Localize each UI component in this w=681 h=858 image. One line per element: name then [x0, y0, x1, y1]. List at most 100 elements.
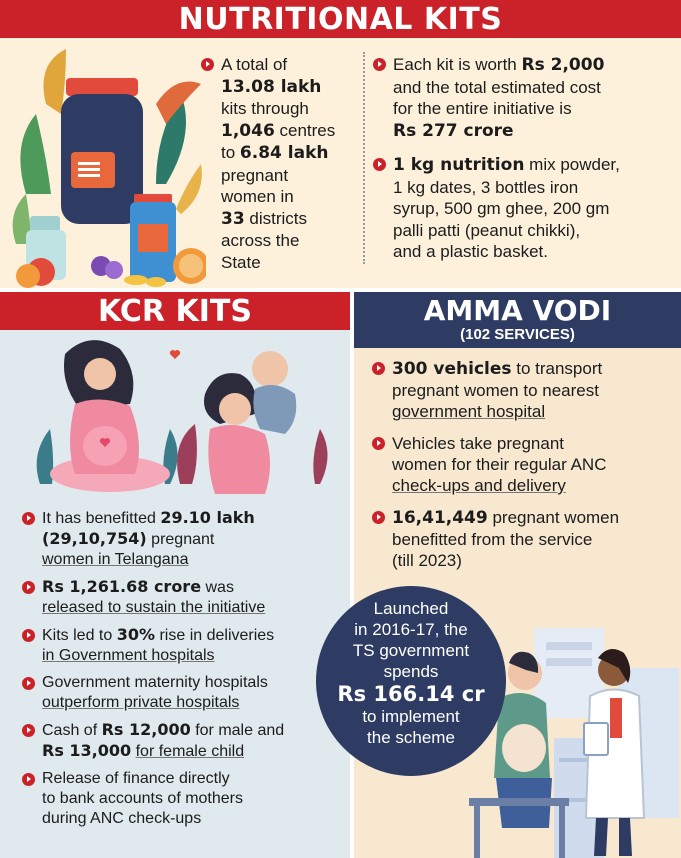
kit-worth: Rs 2,000 [521, 55, 605, 75]
text: Government maternity hospitals [42, 674, 268, 691]
bullet-arrow-icon [22, 581, 35, 594]
text: syrup, 500 gm ghee, 200 gm [393, 199, 610, 218]
female-cash: Rs 13,000 [42, 741, 132, 760]
list-item: Each kit is worth Rs 2,000 and the total… [373, 54, 673, 142]
total-cost: Rs 277 crore [393, 120, 514, 141]
text: pregnant [221, 165, 289, 185]
text: centres [279, 120, 336, 140]
text: Release of finance directly [42, 770, 230, 787]
text: outperform private hospitals [42, 694, 240, 711]
nutrition-products-illustration [12, 49, 206, 288]
text: for female child [135, 743, 245, 760]
bullet-arrow-icon [201, 58, 214, 71]
bullet-arrow-icon [22, 677, 35, 690]
text: palli patti (peanut chikki), [393, 220, 581, 240]
text: benefitted from the service [392, 530, 593, 549]
bullet-arrow-icon [372, 511, 385, 524]
text: women for their regular ANC [392, 455, 607, 474]
kcr-kits-list: It has benefitted 29.10 lakh (29,10,754)… [22, 508, 344, 836]
text: TS government [352, 641, 470, 660]
amma-vodi-title: AMMA VODI [423, 294, 612, 327]
districts-count: 33 [221, 208, 245, 229]
bullet-arrow-icon [22, 512, 35, 525]
launch-info-circle: Launched in 2016-17, the TS government s… [316, 586, 506, 776]
centres-count: 1,046 [221, 120, 275, 141]
text: to bank accounts of mothers [42, 790, 243, 807]
nutritional-kits-title: NUTRITIONAL KITS [178, 1, 503, 37]
text: to implement [362, 707, 460, 726]
women-benefitted: 16,41,449 [392, 508, 488, 528]
text: pregnant [151, 531, 215, 548]
nutrition-cost-column: Each kit is worth Rs 2,000 and the total… [373, 54, 673, 263]
amount-released: Rs 1,261.68 crore [42, 577, 202, 596]
text: Launched [373, 599, 449, 618]
text: rise in deliveries [159, 627, 275, 644]
text: Kits led to [42, 627, 113, 644]
bullet-arrow-icon [373, 158, 386, 171]
kits-count: 13.08 lakh [221, 76, 322, 97]
bullet-arrow-icon [373, 58, 386, 71]
list-item: Release of finance directly to bank acco… [22, 769, 344, 829]
text: in 2016-17, the [354, 620, 468, 639]
amma-vodi-banner: AMMA VODI (102 SERVICES) [354, 292, 681, 348]
list-item: A total of 13.08 lakh kits through 1,046… [201, 54, 361, 273]
text: spends [383, 662, 439, 681]
text: State [221, 252, 261, 272]
list-item: 300 vehicles to transport pregnant women… [372, 358, 677, 422]
text: and a plastic basket. [393, 242, 548, 261]
text: women in [221, 187, 294, 206]
text: and the total estimated cost [393, 77, 601, 97]
text: Vehicles take pregnant [392, 434, 565, 453]
amma-vodi-list: 300 vehicles to transport pregnant women… [372, 358, 677, 582]
text: check-ups and delivery [392, 476, 566, 495]
text: districts [249, 208, 308, 228]
nutrition-mix: 1 kg nutrition [393, 155, 525, 175]
text: women in Telangana [42, 551, 189, 568]
text: Each kit is worth [393, 55, 517, 74]
text: kits through [221, 99, 309, 118]
column-divider [363, 52, 365, 264]
text: for male and [195, 722, 285, 739]
list-item: 16,41,449 pregnant women benefitted from… [372, 507, 677, 571]
bullet-arrow-icon [22, 724, 35, 737]
list-item: Rs 1,261.68 crore was released to sustai… [22, 577, 344, 618]
text: the scheme [367, 728, 455, 747]
text: pregnant women to nearest [392, 381, 599, 400]
text: was [205, 579, 234, 596]
list-item: Kits led to 30% rise in deliveries in Go… [22, 625, 344, 666]
bullet-arrow-icon [372, 362, 385, 375]
text: in Government hospitals [42, 647, 215, 664]
beneficiaries-lakh: 29.10 lakh [160, 508, 255, 527]
text: across the [221, 231, 300, 250]
text: to transport [516, 359, 603, 378]
text: 1 kg dates, 3 bottles iron [393, 177, 579, 197]
list-item: It has benefitted 29.10 lakh (29,10,754)… [22, 508, 344, 570]
text: released to sustain the initiative [42, 599, 266, 616]
bullet-arrow-icon [372, 437, 385, 450]
text: during ANC check-ups [42, 810, 202, 827]
delivery-rise: 30% [116, 625, 156, 644]
kcr-kits-banner: KCR KITS [0, 292, 350, 330]
bullet-arrow-icon [22, 773, 35, 786]
kcr-kits-title: KCR KITS [98, 293, 252, 329]
vehicle-count: 300 vehicles [392, 359, 512, 379]
nutritional-kits-banner: NUTRITIONAL KITS [0, 0, 681, 38]
women-count: 6.84 lakh [239, 143, 329, 163]
nutrition-stats-bullet: A total of 13.08 lakh kits through 1,046… [201, 54, 361, 273]
list-item: Vehicles take pregnant women for their r… [372, 433, 677, 496]
amma-vodi-subtitle: (102 SERVICES) [460, 326, 575, 343]
beneficiaries-exact: (29,10,754) [42, 529, 147, 548]
text: It has benefitted [42, 510, 156, 527]
text: mix powder, [529, 155, 620, 174]
text: to [221, 143, 236, 162]
text: pregnant women [492, 508, 620, 527]
text: government hospital [392, 402, 546, 421]
kcr-kits-section: KCR KITS It has benefitted 29.1 [0, 292, 350, 858]
text: for the entire initiative is [393, 99, 572, 118]
text: A total of [221, 55, 288, 74]
list-item: Cash of Rs 12,000 for male and Rs 13,000… [22, 720, 344, 762]
text: (till 2023) [392, 551, 462, 570]
text: Cash of [42, 722, 98, 739]
doctor-patient-illustration [469, 628, 679, 858]
